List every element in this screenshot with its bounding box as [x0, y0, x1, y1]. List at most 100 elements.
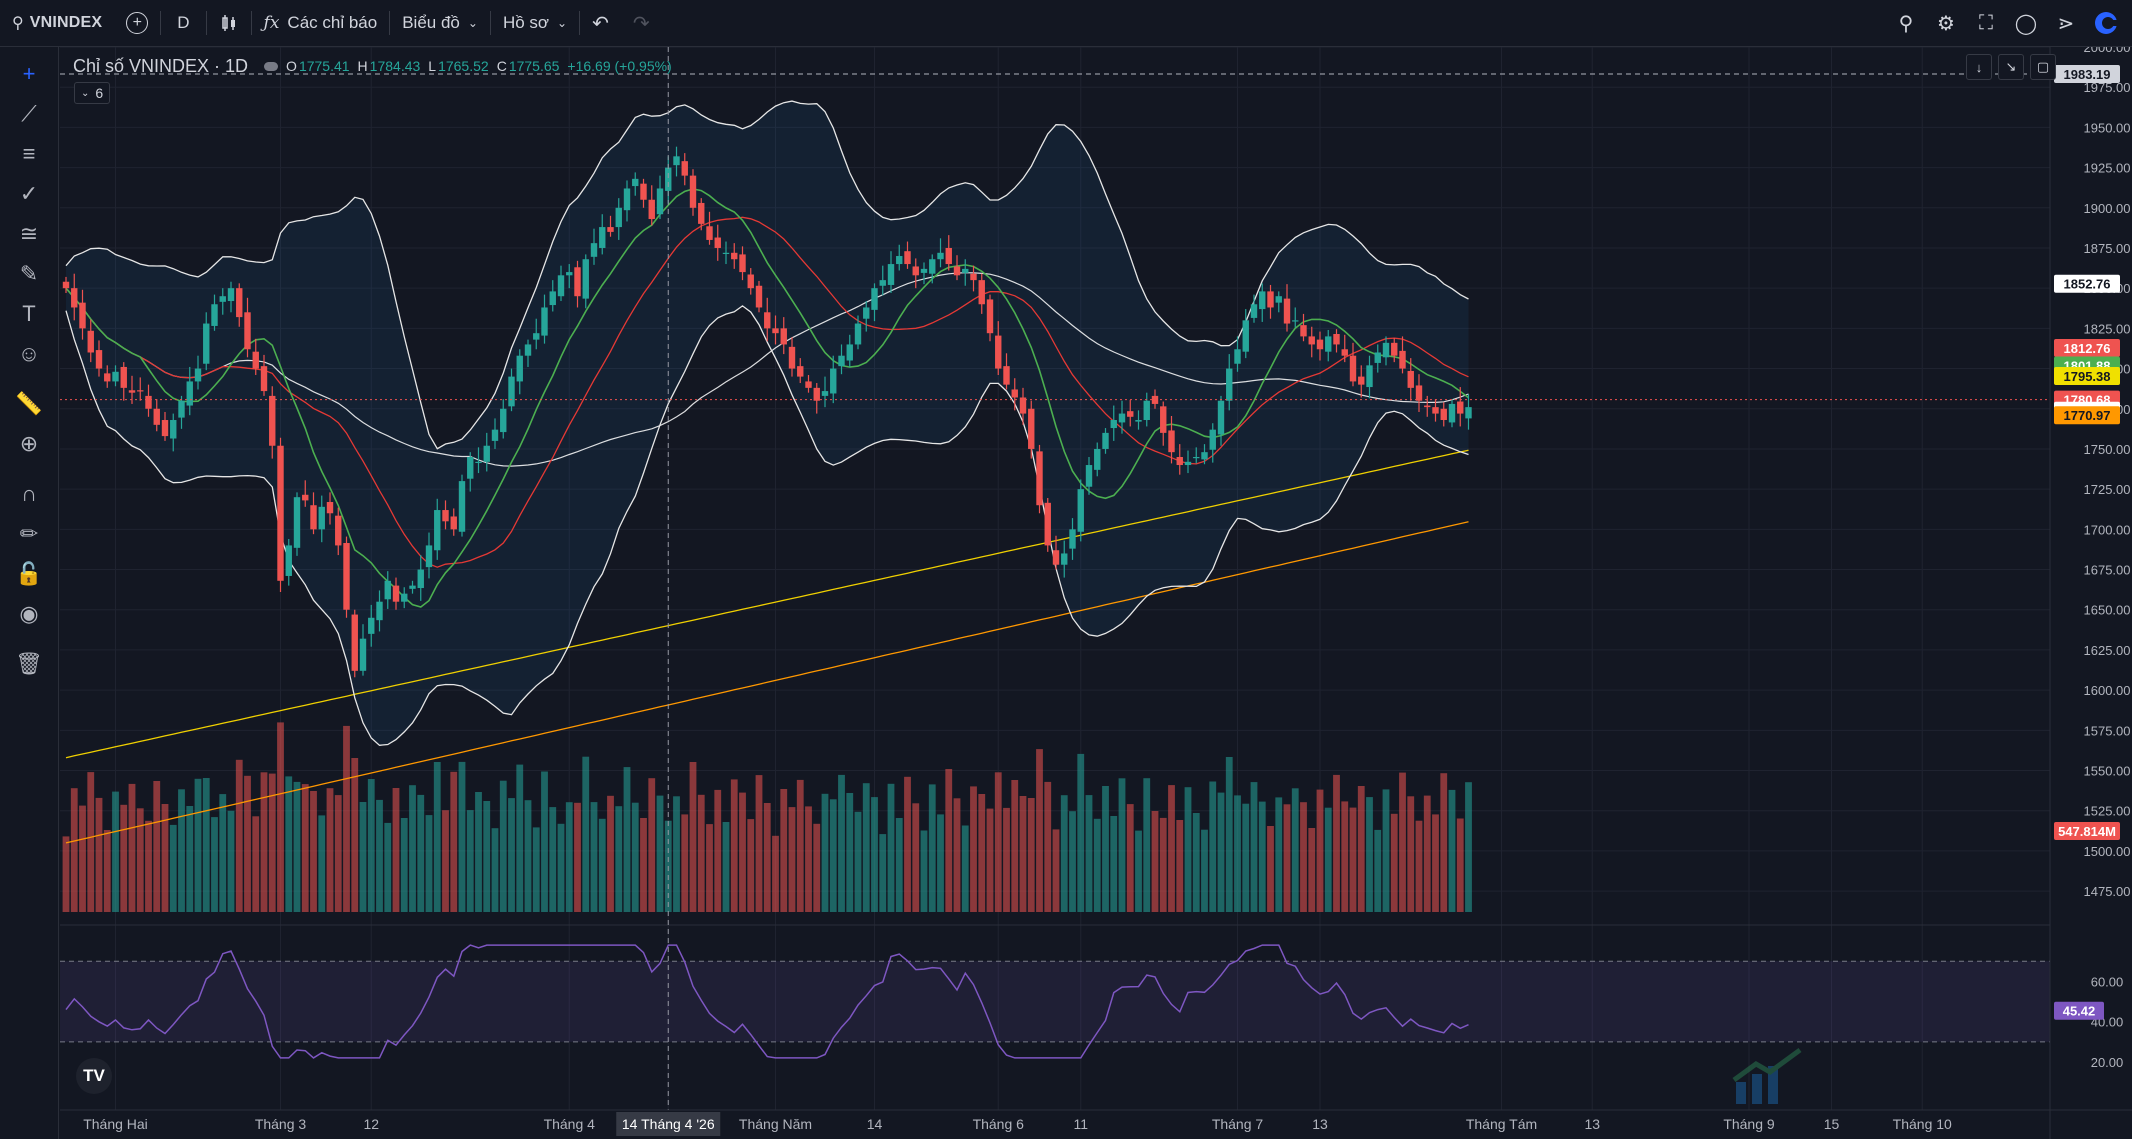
quick-search-button[interactable]: ⚲	[1886, 3, 1926, 43]
indicators-label: Các chỉ báo	[287, 13, 378, 32]
volume-bar	[1044, 781, 1052, 912]
text-tool[interactable]: T	[12, 297, 46, 331]
settings-button[interactable]: ⚙	[1926, 3, 1966, 43]
volume-bar	[1093, 818, 1101, 912]
candle-body	[1003, 366, 1010, 385]
time-tick-label: 15	[1824, 1116, 1840, 1132]
fib-tool[interactable]: ≡	[12, 137, 46, 171]
candle-body	[1349, 355, 1357, 382]
emoji-tool[interactable]: ☺	[12, 337, 46, 371]
top-toolbar: ⚲ VNINDEX + D ƒx Các chỉ báo Biểu đồ ⌄ H…	[0, 0, 2132, 47]
trendline-tool[interactable]: ⟋	[12, 97, 46, 131]
maximize-pane-button[interactable]: ▢	[2030, 54, 2056, 80]
ruler-tool[interactable]: 📏	[12, 387, 46, 421]
chart-menu-button[interactable]: Biểu đồ ⌄	[390, 0, 490, 46]
compare-button[interactable]: +	[114, 0, 160, 46]
candle-body	[656, 188, 664, 215]
volume-bar	[565, 802, 573, 912]
indicator-count-toggle[interactable]: ⌄ 6	[74, 82, 111, 104]
bollinger-band-area	[66, 101, 1469, 746]
volume-bar	[1341, 801, 1349, 912]
price-tick-label: 1675.00	[2084, 563, 2131, 578]
volume-bar	[1316, 789, 1324, 912]
chart-menu-label: Biểu đồ	[402, 13, 460, 32]
volume-bar	[549, 807, 557, 912]
arrow-down-icon: ↓	[1975, 59, 1983, 75]
volume-bar	[1250, 782, 1258, 912]
chart-type-button[interactable]	[207, 0, 251, 46]
candle-body	[1292, 320, 1299, 322]
volume-bar	[1258, 801, 1266, 912]
candle-body	[1440, 408, 1447, 421]
symbol-search[interactable]: ⚲ VNINDEX	[0, 0, 114, 46]
price-tick-label: 1700.00	[2084, 522, 2131, 537]
move-pane-down-button[interactable]: ↓	[1966, 54, 1992, 80]
magnet-tool[interactable]: ∩	[12, 477, 46, 511]
volume-bar	[1036, 749, 1043, 912]
volume-bar	[1176, 820, 1184, 912]
volume-bar	[970, 786, 977, 912]
share-button[interactable]: ⋗	[2046, 3, 2086, 43]
brand-c-icon	[2095, 12, 2119, 34]
volume-bar	[227, 810, 235, 912]
volume-bar	[541, 771, 548, 912]
crosshair-tool[interactable]: +	[12, 57, 46, 91]
chart-canvas[interactable]: 2000.00 1975.00 1950.00 1925.00 1900.00 1875.…	[60, 47, 2132, 1139]
candle-body	[582, 259, 589, 299]
candle-body	[252, 351, 259, 369]
candle-body	[846, 344, 853, 361]
volume-bar	[706, 824, 713, 912]
interval-button[interactable]: D	[177, 13, 190, 32]
zoom-tool[interactable]: ⊕	[12, 427, 46, 461]
gear-icon: ⚙	[1937, 12, 1955, 35]
volume-bar	[285, 776, 293, 912]
forecast-tool[interactable]: ≅	[12, 217, 46, 251]
volume-bar	[392, 788, 400, 912]
rsi-label-bg	[2054, 1001, 2104, 1020]
brush-icon: ✎	[19, 261, 39, 286]
candle-body	[359, 638, 367, 671]
pattern-tool[interactable]: ✓	[12, 177, 46, 211]
rsi-band	[60, 961, 2050, 1042]
candle-body	[326, 502, 334, 514]
brush-tool[interactable]: ✎	[12, 257, 46, 291]
remove-drawings-tool[interactable]: 🗑	[12, 647, 46, 681]
volume-bar	[1333, 774, 1340, 912]
time-axis: Tháng Hai Tháng 3 12 Tháng 4 14 Tháng 4 '26 T…	[60, 1109, 2132, 1136]
chevron-down-icon: ⌄	[467, 16, 478, 30]
function-icon: ƒx	[263, 13, 280, 33]
hide-drawings-tool[interactable]: ◉	[12, 597, 46, 631]
fullscreen-button[interactable]: ⛶	[1966, 3, 2006, 43]
candle-body	[615, 207, 622, 228]
profile-menu-button[interactable]: Hồ sơ ⌄	[491, 0, 579, 46]
snapshot-button[interactable]: ◯	[2006, 3, 2046, 43]
lock-drawing-tool[interactable]: ✏	[12, 517, 46, 551]
legend-toggle-icon[interactable]	[264, 61, 279, 71]
volume-bar	[532, 827, 540, 912]
price-tick-label: 1575.00	[2084, 723, 2131, 738]
collapse-pane-button[interactable]: ↘	[1998, 54, 2024, 80]
candle-body	[1432, 407, 1439, 414]
price-tick-label: 1900.00	[2084, 201, 2131, 216]
volume-bar	[590, 802, 598, 912]
lock-all-tool[interactable]: 🔓	[12, 557, 46, 591]
volume-bar	[145, 820, 152, 912]
legend-title[interactable]: Chỉ số VNINDEX · 1D	[73, 55, 249, 76]
chart-background	[60, 47, 2132, 1139]
candle-body	[425, 545, 433, 568]
candle-body	[1366, 365, 1373, 388]
price-tick-label: 1825.00	[2084, 321, 2131, 336]
volume-bar	[1407, 796, 1415, 912]
indicators-button[interactable]: ƒx Các chỉ báo	[252, 0, 390, 46]
volume-bar	[211, 817, 218, 912]
volume-bar	[1399, 772, 1406, 912]
tradingview-logo[interactable]: TV	[76, 1058, 112, 1094]
candle-body	[1118, 413, 1126, 423]
time-tick-label: 14	[867, 1116, 883, 1132]
search-icon: ⚲	[12, 15, 24, 32]
candle-body	[62, 281, 70, 289]
redo-button[interactable]: ↷	[621, 0, 662, 46]
undo-button[interactable]: ↶	[580, 0, 621, 46]
candle-body	[491, 429, 499, 441]
candle-body	[161, 420, 169, 437]
